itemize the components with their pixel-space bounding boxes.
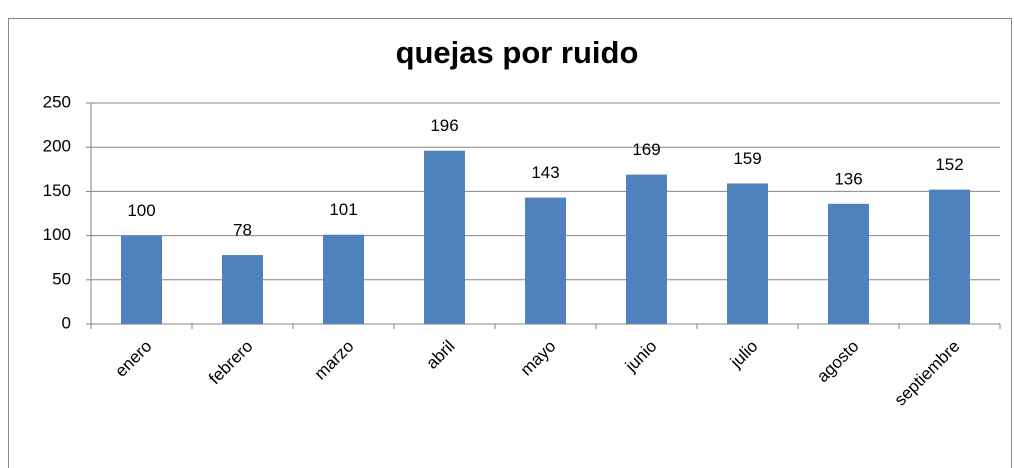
value-label: 169 (632, 140, 660, 159)
bar (626, 174, 667, 324)
bar (323, 234, 364, 324)
y-tick-label: 150 (43, 181, 71, 200)
value-label: 78 (233, 221, 252, 240)
y-tick-label: 200 (43, 137, 71, 156)
bar (424, 150, 465, 324)
y-tick-label: 0 (62, 313, 71, 332)
value-label: 101 (329, 200, 357, 219)
value-label: 136 (834, 169, 862, 188)
bar (828, 203, 869, 324)
bar (222, 255, 263, 324)
value-label: 152 (935, 155, 963, 174)
value-label: 196 (430, 116, 458, 135)
chart-title: quejas por ruido (396, 35, 639, 70)
value-label: 100 (127, 201, 155, 220)
value-label: 159 (733, 149, 761, 168)
y-tick-label: 50 (52, 269, 71, 288)
y-tick-label: 100 (43, 225, 71, 244)
bar (727, 183, 768, 324)
value-label: 143 (531, 163, 559, 182)
bar (929, 189, 970, 324)
bar (121, 235, 162, 324)
y-tick-label: 250 (43, 92, 71, 111)
bar (525, 197, 566, 324)
